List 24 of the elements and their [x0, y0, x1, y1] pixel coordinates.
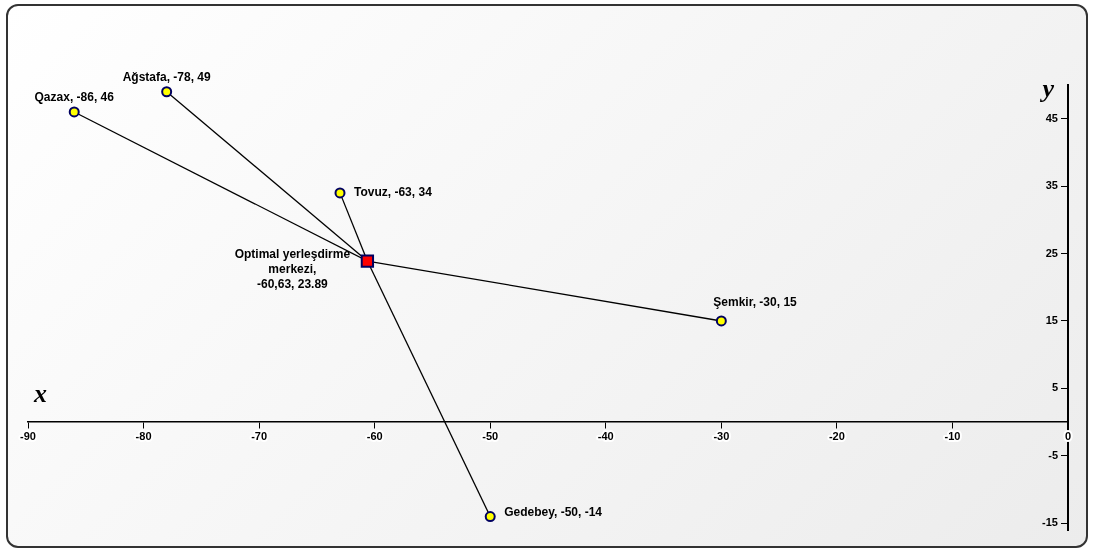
x-tick-label: -80: [135, 429, 152, 442]
x-tick-label: -30: [713, 429, 730, 442]
annotation: Gedebey, -50, -14: [504, 504, 603, 519]
x-tick-label: -90: [20, 429, 36, 442]
x-tick-label: -40: [597, 429, 614, 442]
y-tick-label: 45: [1045, 111, 1058, 124]
x-tick-label: -70: [251, 429, 268, 442]
annotation: Optimal yerleşdirme merkezi, -60,63, 23.89: [234, 247, 351, 292]
x-tick-label: -20: [828, 429, 845, 442]
annotation: Qazax, -86, 46: [34, 90, 115, 105]
annotation: Şemkir, -30, 15: [713, 295, 798, 310]
y-tick-label: -15: [1042, 516, 1058, 529]
y-tick-label: 35: [1045, 179, 1058, 192]
x-tick-label: -50: [482, 429, 499, 442]
y-tick-label: 15: [1045, 314, 1058, 327]
y-tick-label: -5: [1048, 448, 1058, 461]
annotation: Ağstafa, -78, 49: [122, 70, 212, 85]
x-tick-label: -60: [366, 429, 383, 442]
y-tick-label: 25: [1045, 246, 1058, 259]
y-tick-label: 5: [1051, 381, 1058, 394]
y-axis-title: y: [1039, 73, 1055, 103]
annotation: Tovuz, -63, 34: [354, 185, 433, 200]
x-tick-label: -10: [944, 429, 961, 442]
x-axis-title: x: [33, 378, 47, 408]
